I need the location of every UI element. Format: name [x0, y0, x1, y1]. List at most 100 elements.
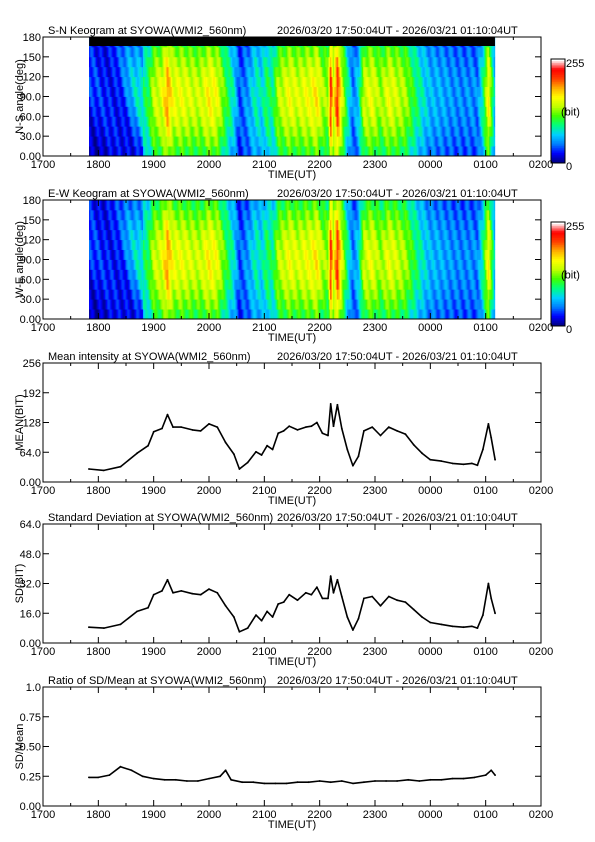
keogram-cell — [381, 146, 383, 157]
keogram-cell — [417, 116, 419, 127]
keogram-cell — [367, 116, 369, 127]
keogram-cell — [362, 106, 364, 117]
keogram-cell — [232, 126, 234, 137]
keogram-cell — [328, 146, 330, 157]
keogram-cell — [461, 96, 463, 107]
keogram-cell — [487, 86, 489, 97]
keogram-cell — [223, 46, 225, 58]
keogram-cell — [436, 116, 438, 127]
keogram-cell — [212, 96, 214, 107]
keogram-cell — [242, 136, 244, 147]
keogram-cell — [296, 146, 298, 157]
keogram-cell — [400, 76, 402, 87]
keogram-cell — [147, 76, 149, 87]
keogram-cell — [331, 96, 333, 107]
keogram-cell — [126, 136, 128, 147]
keogram-cell — [104, 56, 106, 68]
keogram-cell — [448, 96, 450, 107]
keogram-cell — [419, 126, 421, 137]
keogram-cell — [93, 66, 95, 78]
keogram-cell — [107, 106, 109, 117]
keogram-cell — [417, 86, 419, 97]
keogram-cell — [114, 116, 116, 127]
keogram-cell — [445, 46, 447, 58]
keogram-cell — [422, 116, 424, 127]
keogram-cell — [326, 96, 328, 107]
keogram-cell — [140, 146, 142, 157]
keogram-cell — [423, 146, 425, 157]
keogram-cell — [118, 146, 120, 157]
colorbar-cell — [551, 107, 565, 110]
keogram-cell — [354, 86, 356, 97]
keogram-cell — [211, 46, 213, 58]
keogram-cell — [90, 126, 92, 137]
keogram-cell — [155, 96, 157, 107]
keogram-cell — [236, 126, 238, 137]
keogram-cell — [315, 106, 317, 117]
keogram-cell — [141, 106, 143, 117]
keogram-cell — [213, 136, 215, 147]
keogram-cell — [184, 126, 186, 137]
keogram-cell — [96, 66, 98, 78]
keogram-cell — [161, 126, 163, 137]
keogram-cell — [359, 116, 361, 127]
keogram-cell — [256, 126, 258, 137]
keogram-cell — [490, 96, 492, 107]
keogram-cell — [125, 66, 127, 78]
keogram-cell — [494, 116, 496, 127]
keogram-cell — [92, 66, 94, 78]
keogram-cell — [142, 116, 144, 127]
keogram-cell — [368, 86, 370, 97]
keogram-cell — [427, 106, 429, 117]
keogram-cell — [280, 136, 282, 147]
keogram-cell — [492, 136, 494, 147]
keogram-cell — [128, 116, 130, 127]
keogram-cell — [393, 66, 395, 78]
keogram-cell — [92, 86, 94, 97]
colorbar-cell — [551, 74, 565, 77]
keogram-cell — [363, 106, 365, 117]
keogram-cell — [391, 56, 393, 68]
keogram-cell — [452, 126, 454, 137]
keogram-cell — [406, 46, 408, 58]
keogram-cell — [421, 136, 423, 147]
keogram-cell — [169, 66, 171, 78]
keogram-cell — [263, 96, 265, 107]
keogram-cell — [346, 46, 348, 58]
keogram-cell — [170, 86, 172, 97]
keogram-cell — [271, 86, 273, 97]
keogram-cell — [456, 86, 458, 97]
keogram-cell — [124, 46, 126, 58]
keogram-cell — [137, 146, 139, 157]
keogram-cell — [94, 146, 96, 157]
keogram-cell — [304, 126, 306, 137]
keogram-cell — [425, 86, 427, 97]
keogram-cell — [382, 126, 384, 137]
keogram-cell — [420, 66, 422, 78]
keogram-cell — [114, 106, 116, 117]
keogram-cell — [274, 106, 276, 117]
keogram-cell — [314, 56, 316, 68]
keogram-cell — [467, 146, 469, 157]
colorbar-cell — [551, 67, 565, 70]
keogram-cell — [272, 106, 274, 117]
keogram-cell — [133, 56, 135, 68]
keogram-cell — [478, 146, 480, 157]
keogram-cell — [248, 46, 250, 58]
keogram-cell — [330, 86, 332, 97]
keogram-cell — [242, 96, 244, 107]
keogram-cell — [378, 56, 380, 68]
keogram-cell — [367, 106, 369, 117]
keogram-cell — [119, 76, 121, 87]
keogram-cell — [253, 46, 255, 58]
keogram-cell — [239, 66, 241, 78]
keogram-cell — [427, 96, 429, 107]
keogram-cell — [372, 146, 374, 157]
keogram-cell — [464, 146, 466, 157]
keogram-cell — [295, 56, 297, 68]
keogram-cell — [350, 86, 352, 97]
keogram-cell — [464, 76, 466, 87]
keogram-cell — [188, 146, 190, 157]
keogram-cell — [333, 66, 335, 78]
keogram-cell — [293, 46, 295, 58]
